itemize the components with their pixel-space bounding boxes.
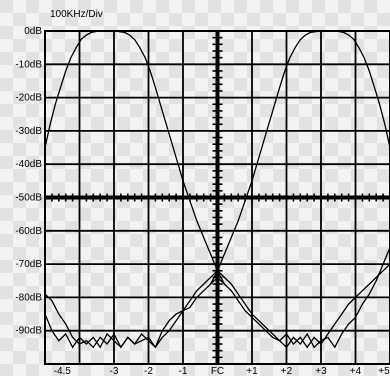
series-line-3 [44, 30, 225, 285]
x-tick-label: +1 [246, 366, 258, 376]
plot-traces [44, 30, 390, 349]
y-tick-label: -70dB [15, 259, 42, 270]
y-tick-label: -30dB [15, 126, 42, 137]
y-tick-label: -60dB [15, 226, 42, 237]
y-tick-label: -40dB [15, 159, 42, 170]
y-tick-label: 0dB [24, 26, 42, 37]
y-tick-labels: 0dB -10dB -20dB -30dB -40dB -50dB -60dB -70dB -8… [15, 26, 42, 337]
y-tick-label: -20dB [15, 93, 42, 104]
y-tick-label: -10dB [15, 59, 42, 70]
x-tick-label: +2 [281, 366, 293, 376]
x-tick-labels: -4.5 -3 -2 -1 FC +1 +2 +3 +4 +5 [54, 366, 390, 376]
div-label: 100KHz/Div [50, 9, 103, 20]
axis-markers [44, 30, 390, 365]
series-line-1 [44, 247, 390, 349]
x-tick-label: +4 [350, 366, 362, 376]
y-tick-label: -50dB [15, 193, 42, 204]
x-tick-label: -4.5 [54, 366, 72, 376]
series-line-4 [210, 30, 390, 285]
x-tick-label: -3 [110, 366, 119, 376]
x-tick-label: FC [211, 366, 224, 376]
x-tick-label: -1 [179, 366, 188, 376]
y-tick-label: -80dB [15, 292, 42, 303]
x-tick-label: +5 [378, 366, 390, 376]
x-tick-label: +3 [315, 366, 327, 376]
y-tick-label: -90dB [15, 326, 42, 337]
x-tick-label: -2 [144, 366, 153, 376]
